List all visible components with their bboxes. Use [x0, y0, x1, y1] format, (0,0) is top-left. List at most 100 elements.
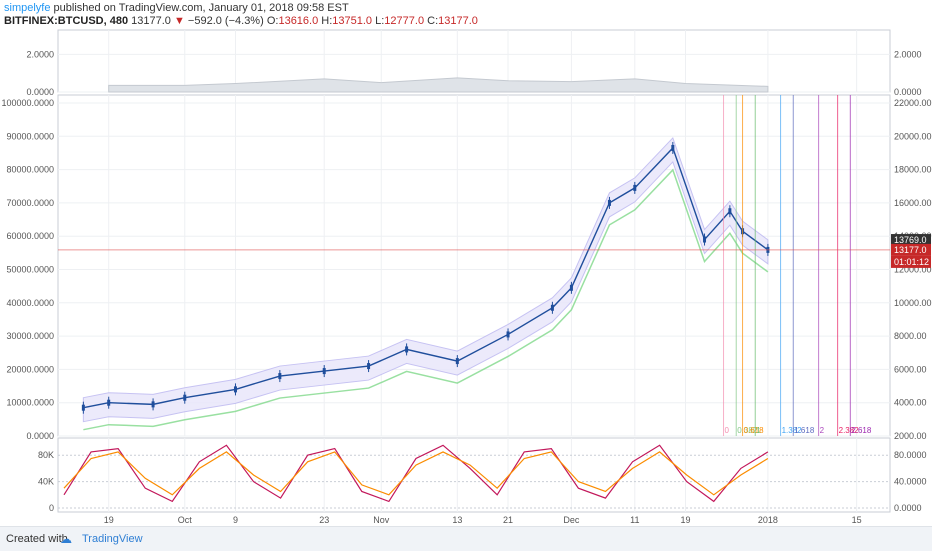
- tradingview-brand[interactable]: TradingView: [82, 533, 143, 545]
- footer-bar: Created with ☁ TradingView: [0, 526, 932, 551]
- fib-time-label: 2.382: [839, 426, 860, 435]
- right-price-tick-label: 10000.00: [894, 298, 932, 308]
- left-price-tick-label: 100000.0000: [1, 98, 54, 108]
- fib-time-label: 2.618: [851, 426, 872, 435]
- panel-frame-2: [57, 94, 891, 437]
- top-right-tick-label: 2.0000: [894, 49, 922, 59]
- fib-time-label: 0: [725, 426, 730, 435]
- current-price-box-label: 13177.0: [894, 245, 927, 255]
- volume-indicator-panel: 2.0000 2.0000 0.0000 0.0000: [26, 49, 921, 97]
- stoch-left-tick-label: 80K: [38, 450, 54, 460]
- ohlc-legend: BITFINEX:BTCUSD, 480 13177.0 ▼ −592.0 (−…: [4, 15, 478, 27]
- open-value: 13616.0: [278, 15, 319, 27]
- candle-body: [703, 236, 707, 243]
- current-price-box: [891, 243, 931, 256]
- right-price-tick-label: 4000.00: [894, 398, 927, 408]
- top-left-tick-label: 0.0000: [26, 87, 54, 97]
- candle-body: [569, 284, 573, 291]
- stoch-left-tick-label: 40K: [38, 477, 54, 487]
- publish-info: simpelyfe published on TradingView.com, …: [4, 2, 349, 14]
- candle-body: [633, 184, 637, 191]
- candle-body: [81, 404, 85, 411]
- top-right-tick-label: 0.0000: [894, 87, 922, 97]
- right-price-tick-label: 6000.00: [894, 364, 927, 374]
- price-change: −592.0 (−4.3%): [187, 15, 264, 27]
- x-tick-label: 2018: [758, 515, 778, 525]
- stochastic-panel: 80K 80.0000 40K 40.0000 0 0.0000: [38, 444, 927, 513]
- fib-time-label: 1.618: [794, 426, 815, 435]
- left-price-tick-label: 20000.0000: [6, 364, 54, 374]
- price-envelope-band: [82, 137, 769, 423]
- x-tick-label: 9: [233, 515, 238, 525]
- time-axis[interactable]: 19 Oct 9 23 Nov 13 21 Dec 11 19 2018 15: [104, 515, 862, 525]
- candle-body: [322, 368, 326, 375]
- marker-price-box: [891, 234, 931, 247]
- last-price: 13177.0: [131, 15, 171, 27]
- high-label: H:: [321, 15, 333, 27]
- down-arrow-icon: ▼: [173, 15, 185, 27]
- left-price-tick-label: 70000.0000: [6, 198, 54, 208]
- panel-frame-3: [57, 437, 891, 513]
- x-tick-label: 11: [630, 515, 639, 525]
- left-price-tick-label: 80000.0000: [6, 165, 54, 175]
- x-tick-label: Dec: [563, 515, 580, 525]
- candle-body: [728, 208, 732, 215]
- right-price-tick-label: 12000.00: [894, 265, 932, 275]
- candle-body: [278, 373, 282, 380]
- candle-body: [151, 401, 155, 408]
- published-text: published on TradingView.com, January 01…: [53, 2, 349, 14]
- marker-price-box-label: 13769.0: [894, 235, 927, 245]
- chart-canvas[interactable]: 2.0000 2.00000.0000 0.0000 100000.00009000…: [0, 0, 932, 526]
- right-price-tick-label: 8000.00: [894, 331, 927, 341]
- candle-body: [183, 394, 187, 401]
- x-tick-label: 19: [680, 515, 690, 525]
- left-price-tick-label: 0.0000: [26, 431, 54, 441]
- moving-average-line: [83, 168, 769, 431]
- left-price-tick-label: 30000.0000: [6, 331, 54, 341]
- x-tick-label: Nov: [373, 515, 390, 525]
- stoch-right-tick-label: 0.0000: [894, 503, 922, 513]
- left-price-tick-label: 90000.0000: [6, 131, 54, 141]
- fib-time-label: 1: [756, 426, 761, 435]
- candle-body: [550, 304, 554, 311]
- right-price-tick-label: 20000.00: [894, 131, 932, 141]
- candle-body: [367, 363, 371, 370]
- x-tick-label: 21: [503, 515, 513, 525]
- x-tick-label: 23: [319, 515, 329, 525]
- left-price-tick-label: 10000.0000: [6, 398, 54, 408]
- open-label: O:: [266, 15, 279, 27]
- candle-body: [607, 199, 611, 206]
- close-value: 13177.0: [438, 15, 478, 27]
- stoch-right-tick-label: 80.0000: [894, 450, 927, 460]
- candle-body: [233, 386, 237, 393]
- low-label: L:: [375, 15, 385, 27]
- candle-body: [506, 331, 510, 338]
- author-link[interactable]: simpelyfe: [4, 2, 51, 14]
- right-price-tick-label: 16000.00: [894, 198, 932, 208]
- stoch-left-tick-label: 0: [49, 503, 54, 513]
- x-tick-label: 13: [452, 515, 462, 525]
- candle-body: [107, 399, 111, 406]
- candle-body: [405, 346, 409, 353]
- right-price-tick-label: 22000.00: [894, 98, 932, 108]
- panel-frames: [57, 29, 891, 513]
- price-series-line: [83, 146, 769, 409]
- left-price-tick-label: 40000.0000: [6, 298, 54, 308]
- close-label: C:: [427, 15, 439, 27]
- countdown-box-label: 01:01:12: [894, 257, 929, 267]
- top-indicator-area: [108, 77, 769, 93]
- countdown-box: [891, 255, 931, 268]
- left-price-tick-label: 60000.0000: [6, 231, 54, 241]
- fib-time-label: 1.382: [782, 426, 803, 435]
- x-tick-label: Oct: [178, 515, 193, 525]
- stoch-series-line-d: [63, 451, 769, 496]
- price-panel[interactable]: 100000.0000 90000.0000 80000.0000 70000.000…: [1, 95, 932, 441]
- stoch-series-line-k: [63, 444, 769, 503]
- high-value: 13751.0: [332, 15, 373, 27]
- stoch-right-tick-label: 40.0000: [894, 477, 927, 487]
- fib-time-label: 2: [820, 426, 825, 435]
- x-tick-label: 19: [104, 515, 114, 525]
- candle-body: [455, 358, 459, 365]
- symbol-label[interactable]: BITFINEX:BTCUSD, 480: [4, 15, 129, 27]
- right-price-tick-label: 2000.00: [894, 431, 927, 441]
